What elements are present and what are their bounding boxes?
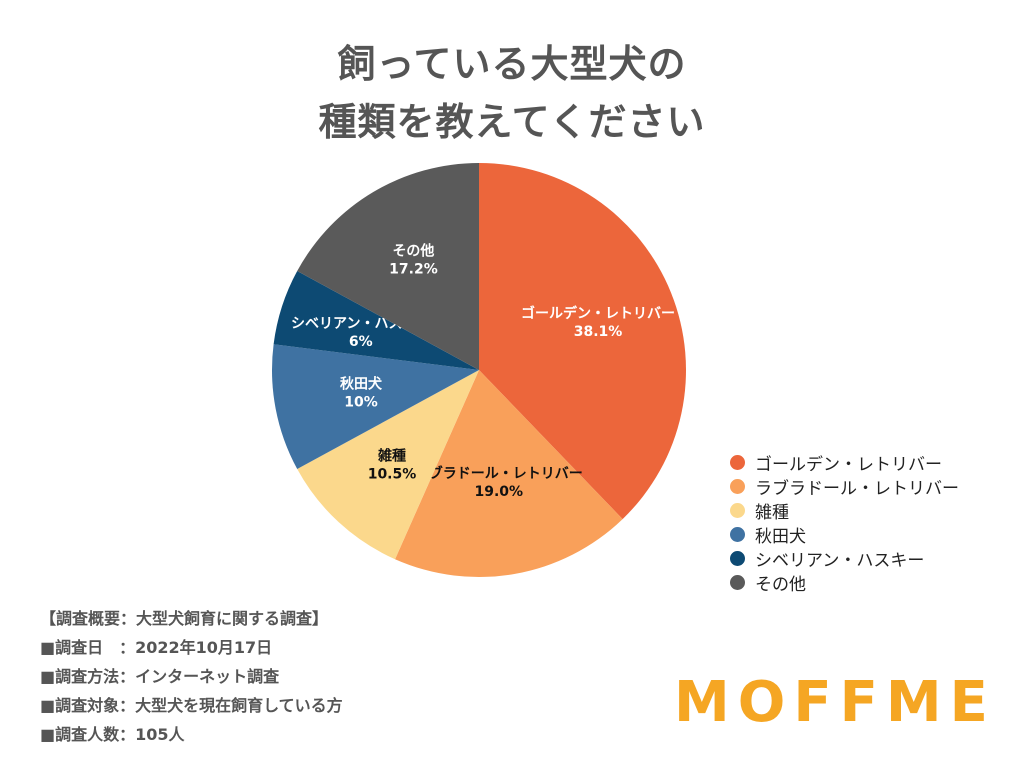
legend-label: シベリアン・ハスキー xyxy=(755,550,925,571)
legend-swatch xyxy=(730,502,745,518)
legend-item: ラブラドール・レトリバー xyxy=(730,474,959,499)
legend-swatch xyxy=(730,550,745,566)
slice-category-label: ラブラドール・レトリバー xyxy=(415,465,583,482)
pie-slice xyxy=(395,370,623,577)
slice-value-label: 38.1% xyxy=(574,324,623,340)
slice-category-label: その他 xyxy=(392,243,434,260)
pie-slice xyxy=(272,344,479,469)
pie-slice xyxy=(297,370,479,560)
legend-swatch xyxy=(730,526,745,542)
survey-date: ■調査日 ：2022年10月17日 xyxy=(40,638,273,657)
legend-item: シベリアン・ハスキー xyxy=(730,546,959,571)
pie-slice xyxy=(479,163,686,520)
legend-label: 雑種 xyxy=(755,502,789,523)
legend-label: 秋田犬 xyxy=(755,526,806,547)
legend-label: その他 xyxy=(755,574,806,595)
slice-value-label: 10% xyxy=(344,394,378,410)
legend-label: ラブラドール・レトリバー xyxy=(755,478,959,499)
legend-item: 秋田犬 xyxy=(730,522,959,547)
legend-swatch xyxy=(730,478,745,494)
legend-swatch xyxy=(730,454,745,470)
slice-value-label: 6% xyxy=(349,334,373,350)
survey-method: ■調査方法：インターネット調査 xyxy=(40,667,280,686)
slice-value-label: 10.5% xyxy=(368,466,417,482)
slice-category-label: 秋田犬 xyxy=(340,375,383,392)
survey-header: 【調査概要：大型犬飼育に関する調査】 xyxy=(40,609,329,628)
survey-target: ■調査対象：大型犬を現在飼育している方 xyxy=(40,696,343,715)
legend-label: ゴールデン・レトリバー xyxy=(755,454,942,475)
slice-value-label: 19.0% xyxy=(474,484,523,500)
survey-summary: 【調査概要：大型犬飼育に関する調査】 ■調査日 ：2022年10月17日 ■調査… xyxy=(40,604,343,749)
chart-title-line-1: 飼っている大型犬の xyxy=(337,42,687,86)
slice-category-label: 雑種 xyxy=(377,447,406,464)
legend-swatch xyxy=(730,574,745,590)
slice-value-label: 17.2% xyxy=(389,262,438,278)
legend-item: ゴールデン・レトリバー xyxy=(730,450,959,475)
legend-item: その他 xyxy=(730,570,959,595)
chart-title-line-2: 種類を教えてください xyxy=(318,100,706,144)
chart-legend: ゴールデン・レトリバー ラブラドール・レトリバー 雑種 秋田犬 シベリアン・ハス… xyxy=(730,450,959,595)
legend-item: 雑種 xyxy=(730,498,959,523)
moffme-logo: MOFFME xyxy=(674,670,996,735)
pie-slice xyxy=(297,163,479,370)
pie-slice xyxy=(273,271,479,370)
survey-count: ■調査人数：105人 xyxy=(40,725,185,744)
slice-category-label: ゴールデン・レトリバー xyxy=(521,305,675,322)
